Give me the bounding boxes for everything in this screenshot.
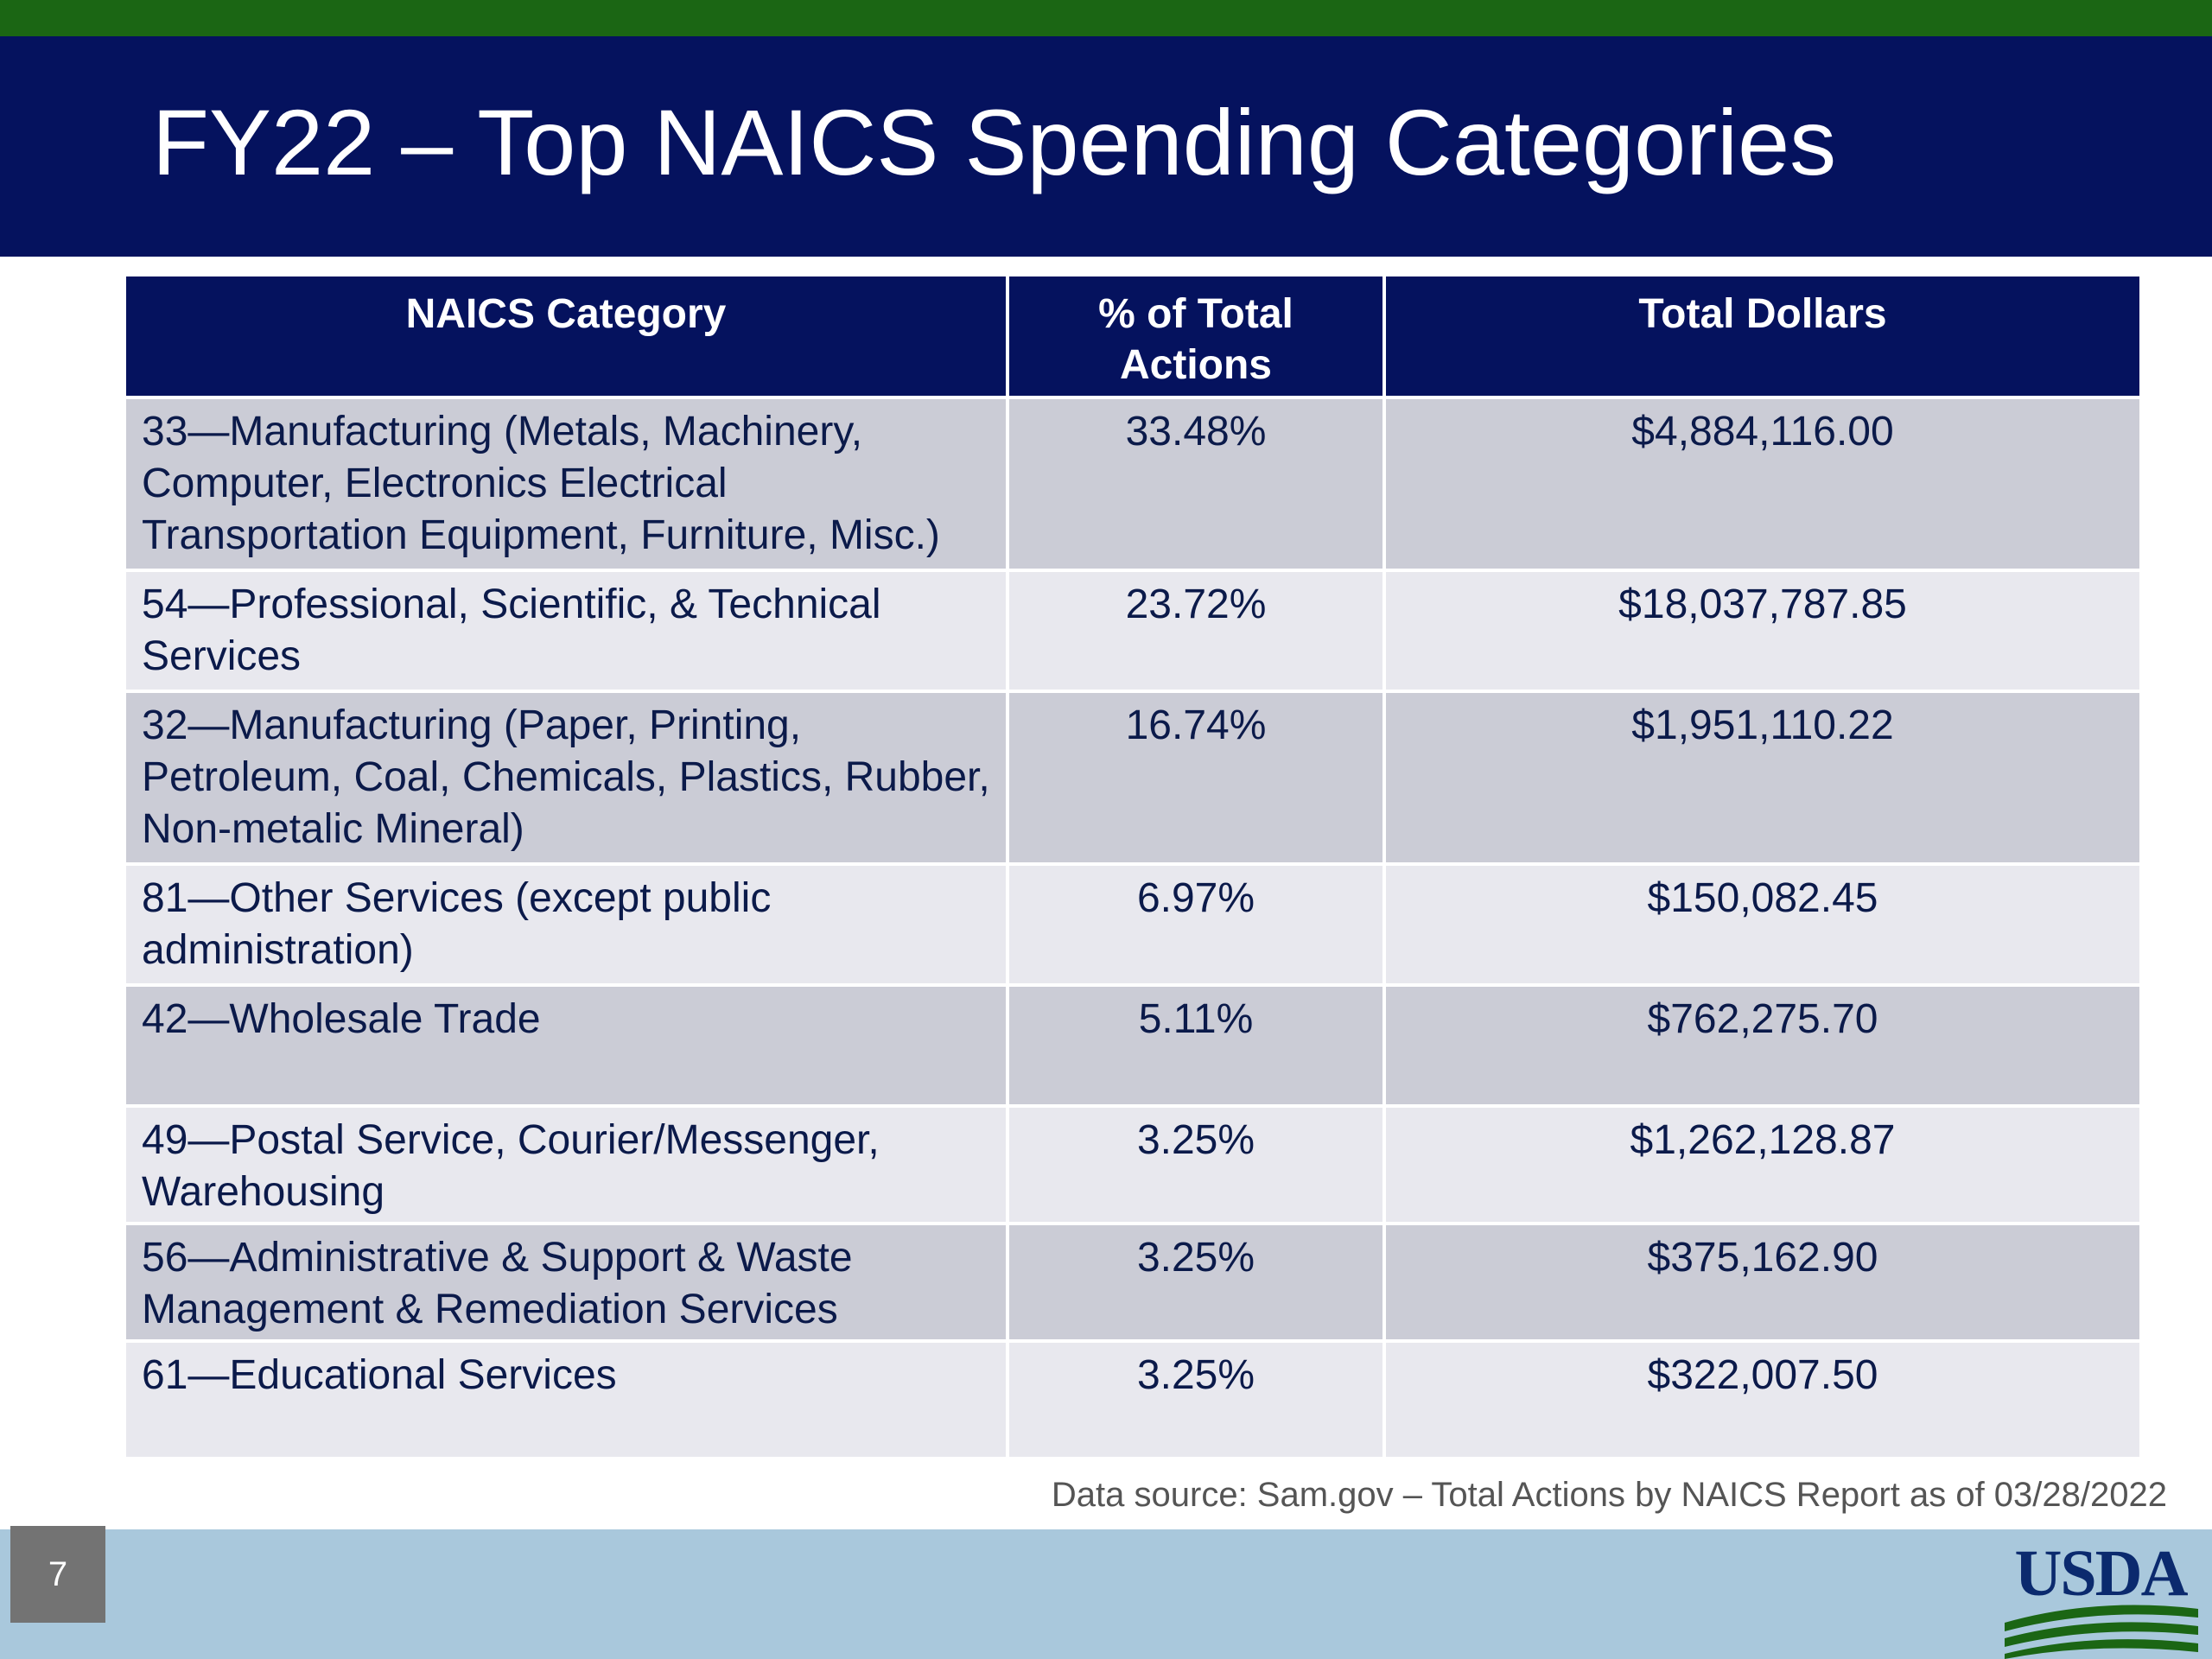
cell-total-dollars: $375,162.90 (1386, 1225, 2139, 1339)
cell-total-dollars: $150,082.45 (1386, 866, 2139, 983)
header-total-dollars: Total Dollars (1386, 276, 2139, 396)
cell-percent: 23.72% (1009, 572, 1382, 690)
cell-percent: 3.25% (1009, 1225, 1382, 1339)
cell-percent: 5.11% (1009, 987, 1382, 1104)
naics-table-container: NAICS Category % of Total Actions Total … (126, 276, 2143, 1457)
usda-logo-text: USDA (2015, 1537, 2189, 1610)
table-row: 42—Wholesale Trade 5.11% $762,275.70 (126, 987, 2139, 1104)
title-bar (0, 36, 2212, 257)
data-source-note: Data source: Sam.gov – Total Actions by … (1051, 1476, 2167, 1514)
table-header-row: NAICS Category % of Total Actions Total … (126, 276, 2139, 396)
cell-category: 61—Educational Services (126, 1343, 1006, 1457)
cell-percent: 33.48% (1009, 399, 1382, 569)
table-row: 81—Other Services (except public adminis… (126, 866, 2139, 983)
naics-spending-table: NAICS Category % of Total Actions Total … (123, 273, 2143, 1460)
header-percent-total-actions: % of Total Actions (1009, 276, 1382, 396)
cell-category: 32—Manufacturing (Paper, Printing, Petro… (126, 693, 1006, 862)
footer-bar (0, 1529, 2212, 1659)
cell-percent: 16.74% (1009, 693, 1382, 862)
cell-total-dollars: $322,007.50 (1386, 1343, 2139, 1457)
cell-percent: 3.25% (1009, 1108, 1382, 1222)
cell-total-dollars: $18,037,787.85 (1386, 572, 2139, 690)
table-row: 32—Manufacturing (Paper, Printing, Petro… (126, 693, 2139, 862)
cell-total-dollars: $1,262,128.87 (1386, 1108, 2139, 1222)
cell-category: 49—Postal Service, Courier/Messenger, Wa… (126, 1108, 1006, 1222)
header-naics-category: NAICS Category (126, 276, 1006, 396)
cell-percent: 6.97% (1009, 866, 1382, 983)
cell-total-dollars: $4,884,116.00 (1386, 399, 2139, 569)
cell-category: 81—Other Services (except public adminis… (126, 866, 1006, 983)
cell-category: 42—Wholesale Trade (126, 987, 1006, 1104)
table-row: 61—Educational Services 3.25% $322,007.5… (126, 1343, 2139, 1457)
cell-percent: 3.25% (1009, 1343, 1382, 1457)
page-number: 7 (10, 1526, 105, 1623)
cell-category: 56—Administrative & Support & Waste Mana… (126, 1225, 1006, 1339)
cell-category: 54—Professional, Scientific, & Technical… (126, 572, 1006, 690)
table-row: 49—Postal Service, Courier/Messenger, Wa… (126, 1108, 2139, 1222)
usda-logo: USDA (2005, 1537, 2198, 1659)
top-green-stripe (0, 0, 2212, 36)
slide-title: FY22 – Top NAICS Spending Categories (152, 90, 1837, 194)
table-row: 56—Administrative & Support & Waste Mana… (126, 1225, 2139, 1339)
table-row: 54—Professional, Scientific, & Technical… (126, 572, 2139, 690)
table-row: 33—Manufacturing (Metals, Machinery, Com… (126, 399, 2139, 569)
cell-category: 33—Manufacturing (Metals, Machinery, Com… (126, 399, 1006, 569)
cell-total-dollars: $762,275.70 (1386, 987, 2139, 1104)
cell-total-dollars: $1,951,110.22 (1386, 693, 2139, 862)
